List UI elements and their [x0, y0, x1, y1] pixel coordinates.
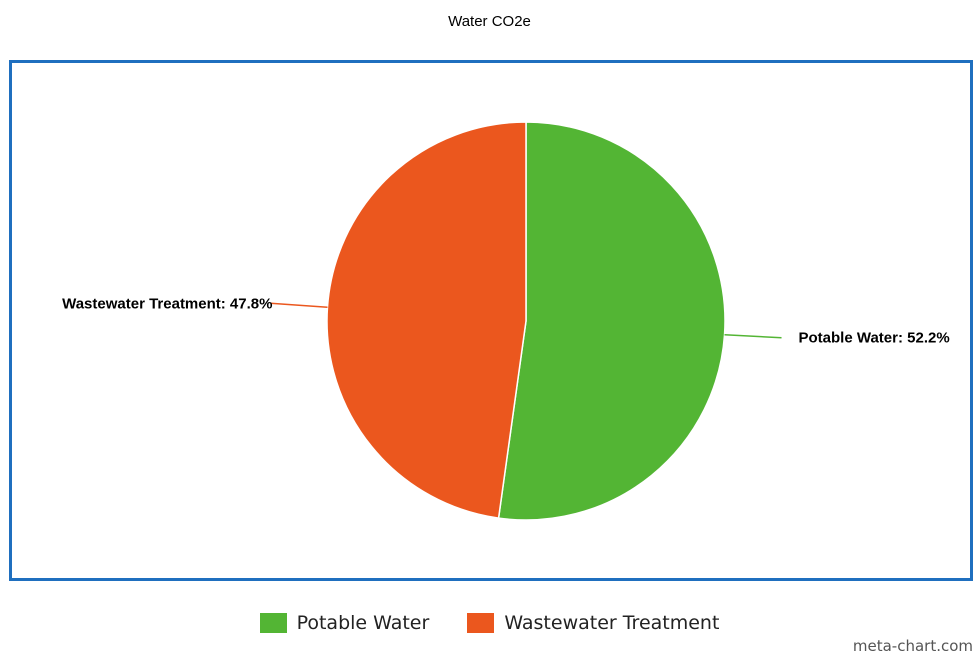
legend-swatch-wastewater-treatment	[467, 613, 495, 633]
pie-slice-wastewater-treatment[interactable]	[326, 121, 527, 519]
legend-item-potable-water[interactable]: Potable Water	[259, 612, 430, 634]
legend: Potable Water Wastewater Treatment	[0, 612, 979, 634]
connector-potable-water	[724, 333, 782, 339]
chart-title: Water CO2e	[448, 13, 531, 30]
pie-slice-potable-water[interactable]	[497, 121, 726, 521]
slice-label-wastewater-treatment: Wastewater Treatment: 47.8%	[62, 295, 272, 312]
legend-label-potable-water: Potable Water	[296, 612, 430, 634]
slice-label-potable-water: Potable Water: 52.2%	[799, 330, 950, 347]
legend-swatch-potable-water	[259, 613, 287, 633]
pie-slices	[326, 121, 726, 521]
label-connectors	[270, 302, 782, 339]
connector-wastewater-treatment	[270, 302, 328, 309]
legend-label-wastewater-treatment: Wastewater Treatment	[504, 612, 720, 634]
plot-frame	[9, 60, 973, 581]
watermark: meta-chart.com	[852, 637, 973, 655]
legend-item-wastewater-treatment[interactable]: Wastewater Treatment	[467, 612, 719, 634]
slice-labels: Potable Water: 52.2% Wastewater Treatment…	[62, 295, 950, 346]
